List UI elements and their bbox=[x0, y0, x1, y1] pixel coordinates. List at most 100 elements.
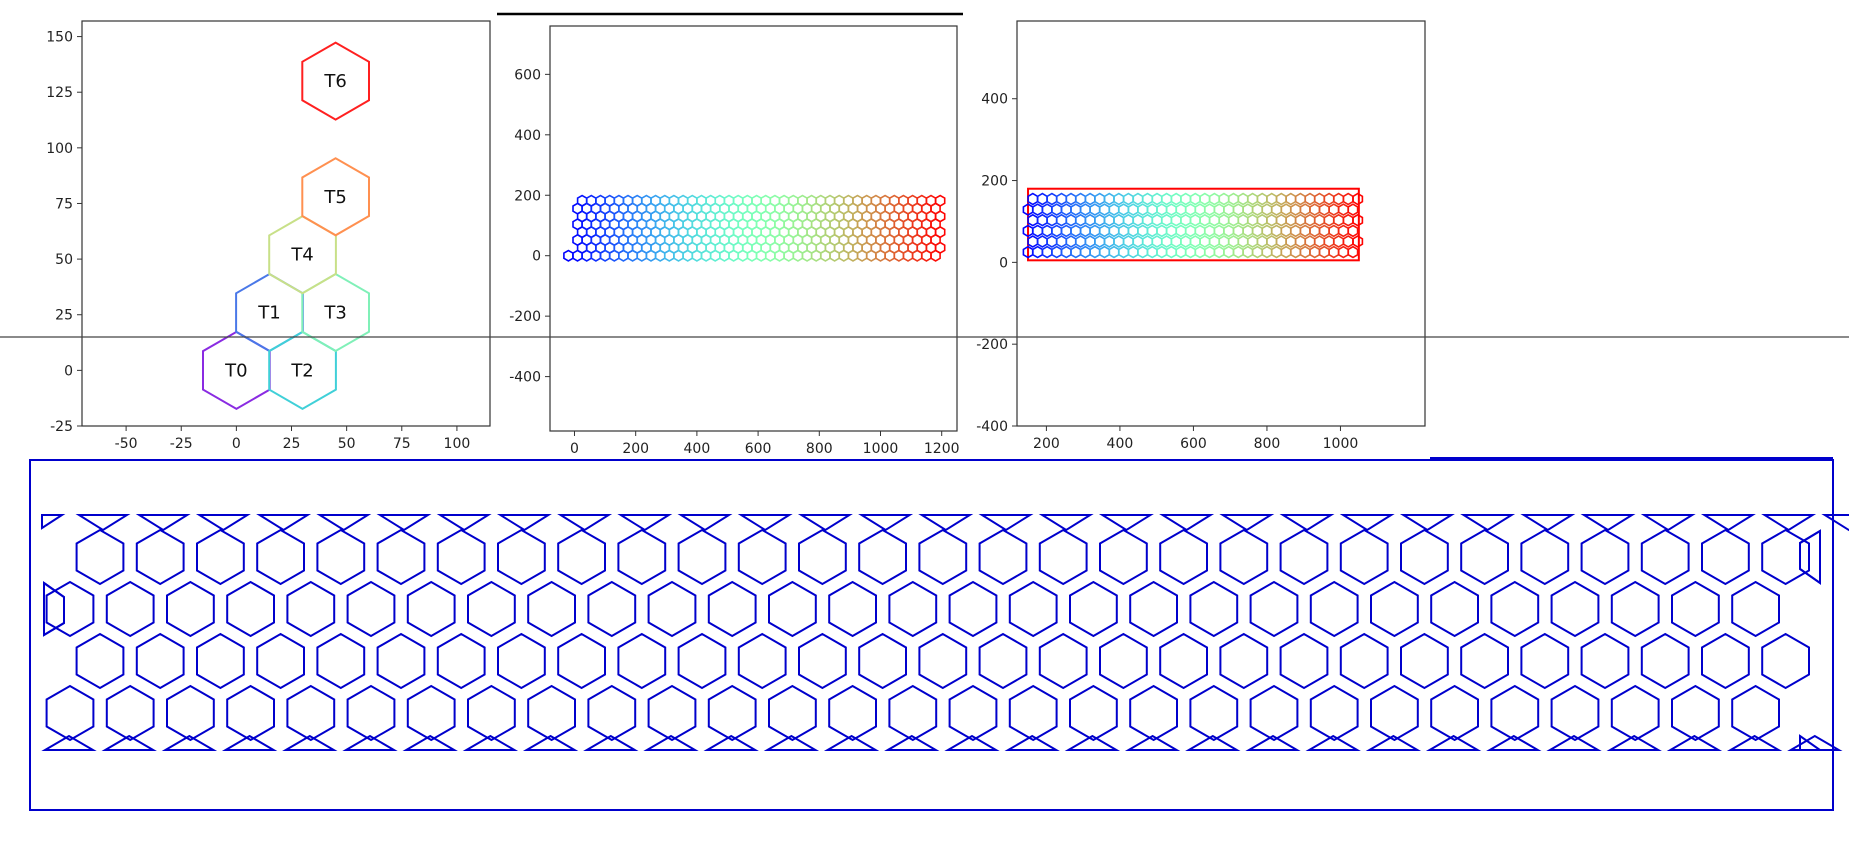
lattice-hex bbox=[1294, 213, 1306, 227]
lattice-hex bbox=[1213, 245, 1225, 259]
edge-triangle bbox=[221, 734, 278, 751]
lattice-hex bbox=[595, 194, 606, 207]
lattice-hex bbox=[1127, 203, 1139, 216]
lattice-hex bbox=[1156, 224, 1168, 238]
lattice-hex bbox=[1099, 224, 1110, 238]
lattice-hex bbox=[1271, 245, 1282, 259]
edge-triangle bbox=[256, 514, 312, 532]
honeycomb-cell bbox=[226, 684, 275, 742]
lattice-hex bbox=[659, 194, 671, 207]
y-tick-label: 400 bbox=[981, 92, 1008, 108]
honeycomb-cell bbox=[1701, 528, 1750, 586]
edge-triangle bbox=[677, 514, 733, 532]
lattice-hex bbox=[1041, 224, 1053, 238]
y-tick-label: 100 bbox=[46, 141, 73, 157]
honeycomb-cell bbox=[256, 632, 305, 690]
lattice-hex bbox=[1242, 245, 1254, 259]
lattice-hex bbox=[1036, 192, 1048, 206]
honeycomb-cell bbox=[1309, 580, 1359, 638]
lattice-hex bbox=[1113, 192, 1125, 206]
y-tick-label: 25 bbox=[55, 308, 73, 324]
lattice-hex bbox=[1323, 213, 1335, 227]
lattice-hex bbox=[1079, 203, 1091, 216]
honeycomb-cell bbox=[135, 632, 185, 690]
y-tick-label: -400 bbox=[976, 419, 1008, 435]
lattice-hex bbox=[1027, 235, 1039, 248]
y-tick-label: 200 bbox=[514, 188, 541, 204]
honeycomb-cell bbox=[406, 684, 456, 742]
hex-tiles-plot: -50 -25 0 25 50 75 100 -25 0 25 50 75 100 125 150 T0 T1 T… bbox=[46, 20, 491, 452]
lattice-hex bbox=[1194, 203, 1206, 216]
edge-triangle bbox=[583, 734, 639, 751]
honeycomb-cell bbox=[1671, 580, 1720, 638]
edge-triangle bbox=[1520, 514, 1576, 532]
lattice-hex bbox=[1056, 235, 1067, 248]
honeycomb-cell bbox=[587, 684, 637, 742]
lattice-hex bbox=[1266, 192, 1278, 206]
lattice-hex bbox=[732, 194, 744, 207]
edge-triangle bbox=[1425, 734, 1482, 751]
honeycomb-cell bbox=[557, 632, 606, 690]
lattice-hex bbox=[1156, 203, 1168, 216]
x-tick-label: -50 bbox=[115, 436, 138, 452]
honeycomb-cell bbox=[527, 684, 576, 742]
lattice-hex bbox=[1299, 203, 1311, 216]
lattice-hex bbox=[1194, 245, 1206, 259]
hex-tile-label: T5 bbox=[323, 187, 346, 208]
honeycomb-cell bbox=[1520, 528, 1570, 586]
edge-triangle bbox=[436, 514, 492, 532]
lattice-hex bbox=[723, 194, 735, 207]
edge-triangle bbox=[858, 514, 914, 532]
lattice-hex bbox=[1089, 245, 1101, 259]
edge-triangle bbox=[1098, 514, 1154, 532]
lattice-hex bbox=[585, 194, 597, 207]
lattice-hex bbox=[1266, 213, 1278, 227]
lattice-hex bbox=[1084, 235, 1096, 248]
edge-triangle bbox=[342, 734, 398, 751]
x-tick-label: -25 bbox=[170, 436, 193, 452]
edge-triangle bbox=[1124, 734, 1181, 751]
honeycomb-cell bbox=[948, 580, 998, 638]
honeycomb-cell bbox=[1189, 684, 1239, 742]
lattice-hex bbox=[1328, 224, 1340, 238]
lattice-hex bbox=[705, 194, 717, 207]
edge-triangle bbox=[1064, 734, 1121, 751]
honeycomb-cell bbox=[226, 580, 275, 638]
honeycomb-cell bbox=[1580, 632, 1630, 690]
honeycomb-cell bbox=[617, 528, 667, 586]
lattice-hex bbox=[1051, 224, 1063, 238]
hex-tile-label: T1 bbox=[257, 303, 280, 324]
lattice-hex bbox=[1204, 245, 1216, 259]
lattice-hex bbox=[1261, 203, 1273, 216]
edge-triangle bbox=[1279, 514, 1335, 532]
edge-triangle bbox=[978, 514, 1034, 532]
edge-triangle bbox=[1761, 514, 1817, 532]
edge-triangle bbox=[557, 514, 613, 532]
lattice-hex bbox=[1333, 235, 1345, 248]
honeycomb-cell bbox=[346, 684, 396, 742]
edge-triangle bbox=[496, 514, 552, 532]
lattice-hex bbox=[843, 194, 854, 207]
lattice-hex bbox=[668, 194, 680, 207]
honeycomb-cell bbox=[677, 632, 727, 690]
honeycomb-cell bbox=[1099, 632, 1148, 690]
honeycomb-cell bbox=[45, 684, 95, 742]
lattice-hex bbox=[1318, 224, 1330, 238]
honeycomb-cell bbox=[978, 632, 1028, 690]
lattice-hex bbox=[1108, 203, 1120, 216]
honeycomb-cell bbox=[1339, 632, 1389, 690]
honeycomb-cell bbox=[978, 528, 1028, 586]
honeycomb-cell bbox=[1069, 684, 1118, 742]
lattice-hex bbox=[1161, 235, 1173, 248]
honeycomb-cell bbox=[737, 528, 787, 586]
lattice-hex bbox=[1165, 203, 1177, 216]
edge-triangle bbox=[1185, 734, 1241, 751]
honeycomb-cell bbox=[918, 632, 968, 690]
lattice-hex bbox=[1213, 224, 1225, 238]
lattice-hex bbox=[1314, 235, 1325, 248]
lattice-hex bbox=[1142, 213, 1153, 227]
lattice-hex bbox=[1175, 203, 1187, 216]
lattice-hex bbox=[1304, 235, 1316, 248]
honeycomb-cell bbox=[1370, 580, 1419, 638]
honeycomb-cell bbox=[557, 528, 606, 586]
